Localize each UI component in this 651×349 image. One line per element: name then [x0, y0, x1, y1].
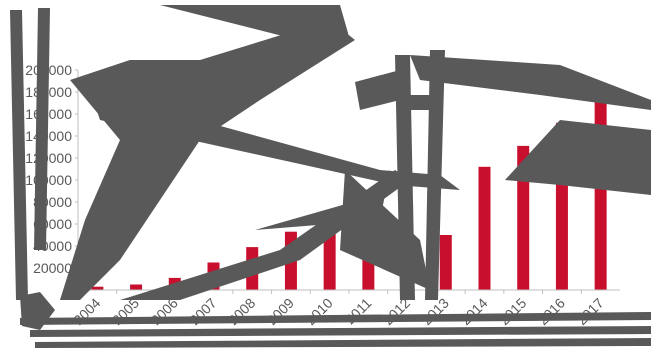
- bar-2014: [478, 166, 491, 290]
- y-tick-label: 100000: [25, 172, 72, 188]
- y-tick-label: 160000: [25, 106, 72, 122]
- x-tick-label: 2012: [380, 295, 413, 328]
- y-tick-label: 80000: [33, 194, 72, 210]
- y-axis-tick-labels: 0 20000 40000 60000 80000 100000 120000 140000 1…: [25, 62, 78, 298]
- y-tick-label: 140000: [25, 128, 72, 144]
- x-tick-label: 2017: [573, 295, 606, 328]
- x-tick-label: 2011: [342, 295, 375, 328]
- bar-2017: [594, 100, 607, 290]
- x-tick-label: 2013: [419, 295, 452, 328]
- bar-2009: [284, 231, 297, 290]
- bar-2011: [362, 217, 375, 290]
- x-tick-label: 2015: [496, 295, 529, 328]
- x-axis-tick-labels: 2004 2005 2006 2007 2008 2009 2010 2011 2012 2013…: [70, 290, 607, 328]
- bar-2006: [168, 277, 181, 290]
- bar-2007: [207, 262, 220, 290]
- y-tick-label: 60000: [33, 216, 72, 232]
- y-tick-label: 20000: [33, 260, 72, 276]
- bar-2008: [246, 247, 259, 290]
- x-tick-label: 2010: [302, 295, 335, 328]
- y-tick-label: 120000: [25, 150, 72, 166]
- y-tick-label: 180000: [25, 84, 72, 100]
- x-tick-label: 2014: [457, 295, 490, 328]
- bar-2010: [323, 227, 336, 290]
- bar-series: [91, 100, 607, 290]
- x-tick-label: 2009: [264, 295, 297, 328]
- y-tick-label: 200000: [25, 62, 72, 78]
- x-tick-label: 2008: [225, 295, 258, 328]
- x-tick-label: 2004: [70, 295, 103, 328]
- x-tick-label: 2006: [148, 295, 181, 328]
- x-tick-label: 2007: [186, 295, 219, 328]
- bar-2005: [130, 284, 143, 290]
- y-tick-label: 40000: [33, 238, 72, 254]
- bar-2016: [555, 122, 568, 290]
- y-tick-label: 0: [64, 282, 72, 298]
- x-tick-label: 2005: [109, 295, 142, 328]
- bar-2012: [401, 205, 414, 290]
- bar-2013: [439, 235, 452, 290]
- bar-2015: [517, 145, 530, 290]
- x-tick-label: 2016: [535, 295, 568, 328]
